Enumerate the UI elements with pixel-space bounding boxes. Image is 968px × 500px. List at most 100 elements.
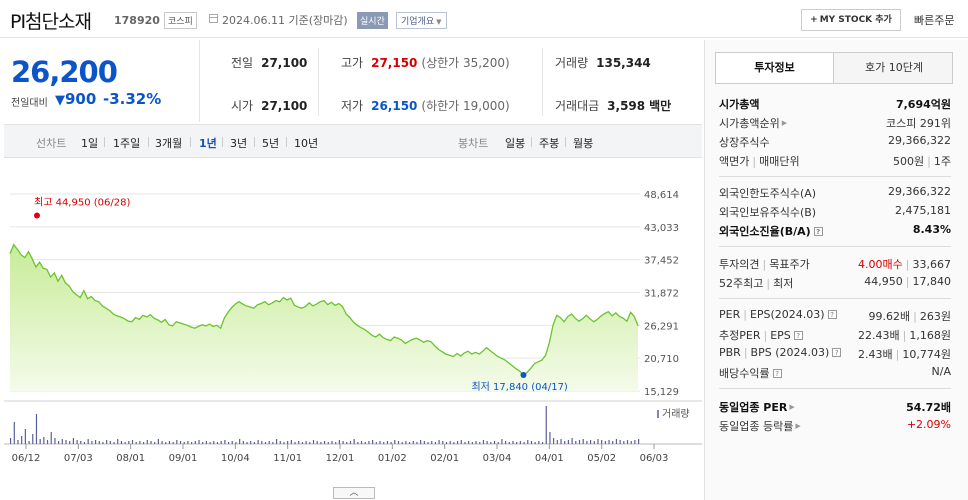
x-tick-label: 12/01 [326,453,355,464]
quick-order-button[interactable]: 빠른주문 [914,14,955,27]
plus-icon: + [810,15,818,25]
par-unit-label: 액면가 | 매매단위 [719,153,800,169]
volume-bar [364,442,366,444]
sector-per-label[interactable]: 동일업종 PER ▶ [719,399,795,415]
volume-bar [72,438,74,444]
volume-bar [519,441,521,444]
volume-bar [106,440,108,444]
bps-text: BPS (2024.03) [750,346,830,359]
volume-bar [298,441,300,444]
volume-bar [239,439,241,444]
volume-bar [154,442,156,444]
opinion-label: 투자의견 | 목표주가 [719,256,810,272]
y-tick-label: 26,291 [644,321,679,332]
x-tick-label: 06/12 [12,453,41,464]
period-1d[interactable]: 1일 [81,137,99,150]
volume-bar [21,436,23,444]
volume-bar [456,441,459,444]
volume-bar [589,440,592,444]
foreign-hold-value: 2,475,181 [895,204,951,217]
pipe-divider: | [762,258,767,271]
volume-bar [460,440,462,444]
chart-expand-handle[interactable]: ︿ [333,487,375,499]
volume-bar [338,440,340,444]
help-icon[interactable]: ? [832,348,842,357]
realtime-badge[interactable]: 실시간 [357,12,388,29]
volume-bar [593,441,595,444]
volume-bar [213,441,215,444]
stats-divider [318,48,319,116]
help-icon[interactable]: ? [813,227,823,236]
candle-daily[interactable]: 일봉 [505,137,526,150]
sector-change-text: 동일업종 등락률 [719,420,794,433]
my-stock-add-button[interactable]: + MY STOCK 추가 [801,9,901,31]
volume-bar [438,440,440,444]
foreign-hold-label: 외국인보유주식수(B) [719,206,817,219]
candle-monthly[interactable]: 월봉 [573,137,594,150]
volume-bar [146,440,148,444]
row-sector-per: 동일업종 PER ▶ 54.72배 [719,399,951,417]
period-3m[interactable]: 3개월 [155,137,183,150]
volume-bar [383,442,385,444]
company-overview-button[interactable]: 기업개요 ▼ [396,12,447,29]
stock-name[interactable]: PI첨단소재 [10,11,92,33]
upper-limit: (상한가 35,200) [421,56,510,70]
period-3y[interactable]: 3년 [230,137,248,150]
w52-low: 17,840 [912,275,952,288]
volume-bar [294,442,296,444]
period-1y[interactable]: 1년 [199,137,217,150]
market-cap-value: 7,694억원 [895,98,951,111]
volume-bar [479,442,481,444]
sector-change-label[interactable]: 동일업종 등락률 ▶ [719,418,801,434]
volume-bar [327,442,329,444]
row-per: PER | EPS(2024.03)? 99.62배 | 263원 [719,308,951,326]
period-5y[interactable]: 5년 [262,137,280,150]
period-1w[interactable]: 1주일 [113,137,141,150]
volume-bar [516,442,518,444]
candle-weekly[interactable]: 주봉 [539,137,560,150]
market-cap-rank-label[interactable]: 시가총액순위 ▶ [719,115,787,131]
volume-bar [431,441,433,444]
volume-bar [24,429,26,444]
row-opinion: 투자의견 | 목표주가 4.00매수 | 33,667 [719,256,951,274]
volume-bar [301,442,304,444]
volume-bar [449,441,451,444]
volume-bar [560,439,562,444]
tab-invest-info[interactable]: 투자정보 [716,53,834,83]
help-icon[interactable]: ? [772,369,782,378]
stats-divider [542,48,543,116]
period-10y[interactable]: 10년 [294,137,319,150]
price-chart-svg[interactable]: 48,614 43,033 37,452 31,872 26,291 20,710 15,1… [4,160,702,490]
volume-bar [272,442,274,444]
est-per: 22.43배 [858,329,900,342]
period-separator [148,137,149,147]
price-change-value: 900 [65,90,97,108]
volume-bar [279,441,281,444]
pipe-divider: | [766,277,771,290]
y-tick-label: 48,614 [644,190,679,201]
volume-bar [335,442,337,444]
w52-low-text: 최저 [773,277,794,290]
dividend-text: 배당수익률 [719,367,770,380]
help-icon[interactable]: ? [793,331,803,340]
volume-bar [316,441,318,444]
volume-bar [120,441,123,444]
volume-bar [408,442,411,444]
par-label: 액면가 [719,155,750,168]
volume-bar [283,442,285,444]
help-icon[interactable]: ? [827,310,837,319]
pipe-divider: | [905,258,910,271]
volume-bar [597,439,599,444]
volume-bar [220,441,222,444]
pipe-divider: | [895,348,900,361]
volume-bar [442,441,444,444]
period-separator [104,137,105,147]
price-chart[interactable]: 48,614 43,033 37,452 31,872 26,291 20,710 15,1… [4,160,702,490]
tab-quote-10[interactable]: 호가 10단계 [865,61,923,74]
volume-bar [445,442,448,444]
stat-open-label: 시가 [231,99,254,113]
volume-bar [87,439,89,444]
volume-bar [168,441,171,444]
candle-chart-label: 봉차트 [458,137,489,150]
y-tick-label: 43,033 [644,223,679,234]
